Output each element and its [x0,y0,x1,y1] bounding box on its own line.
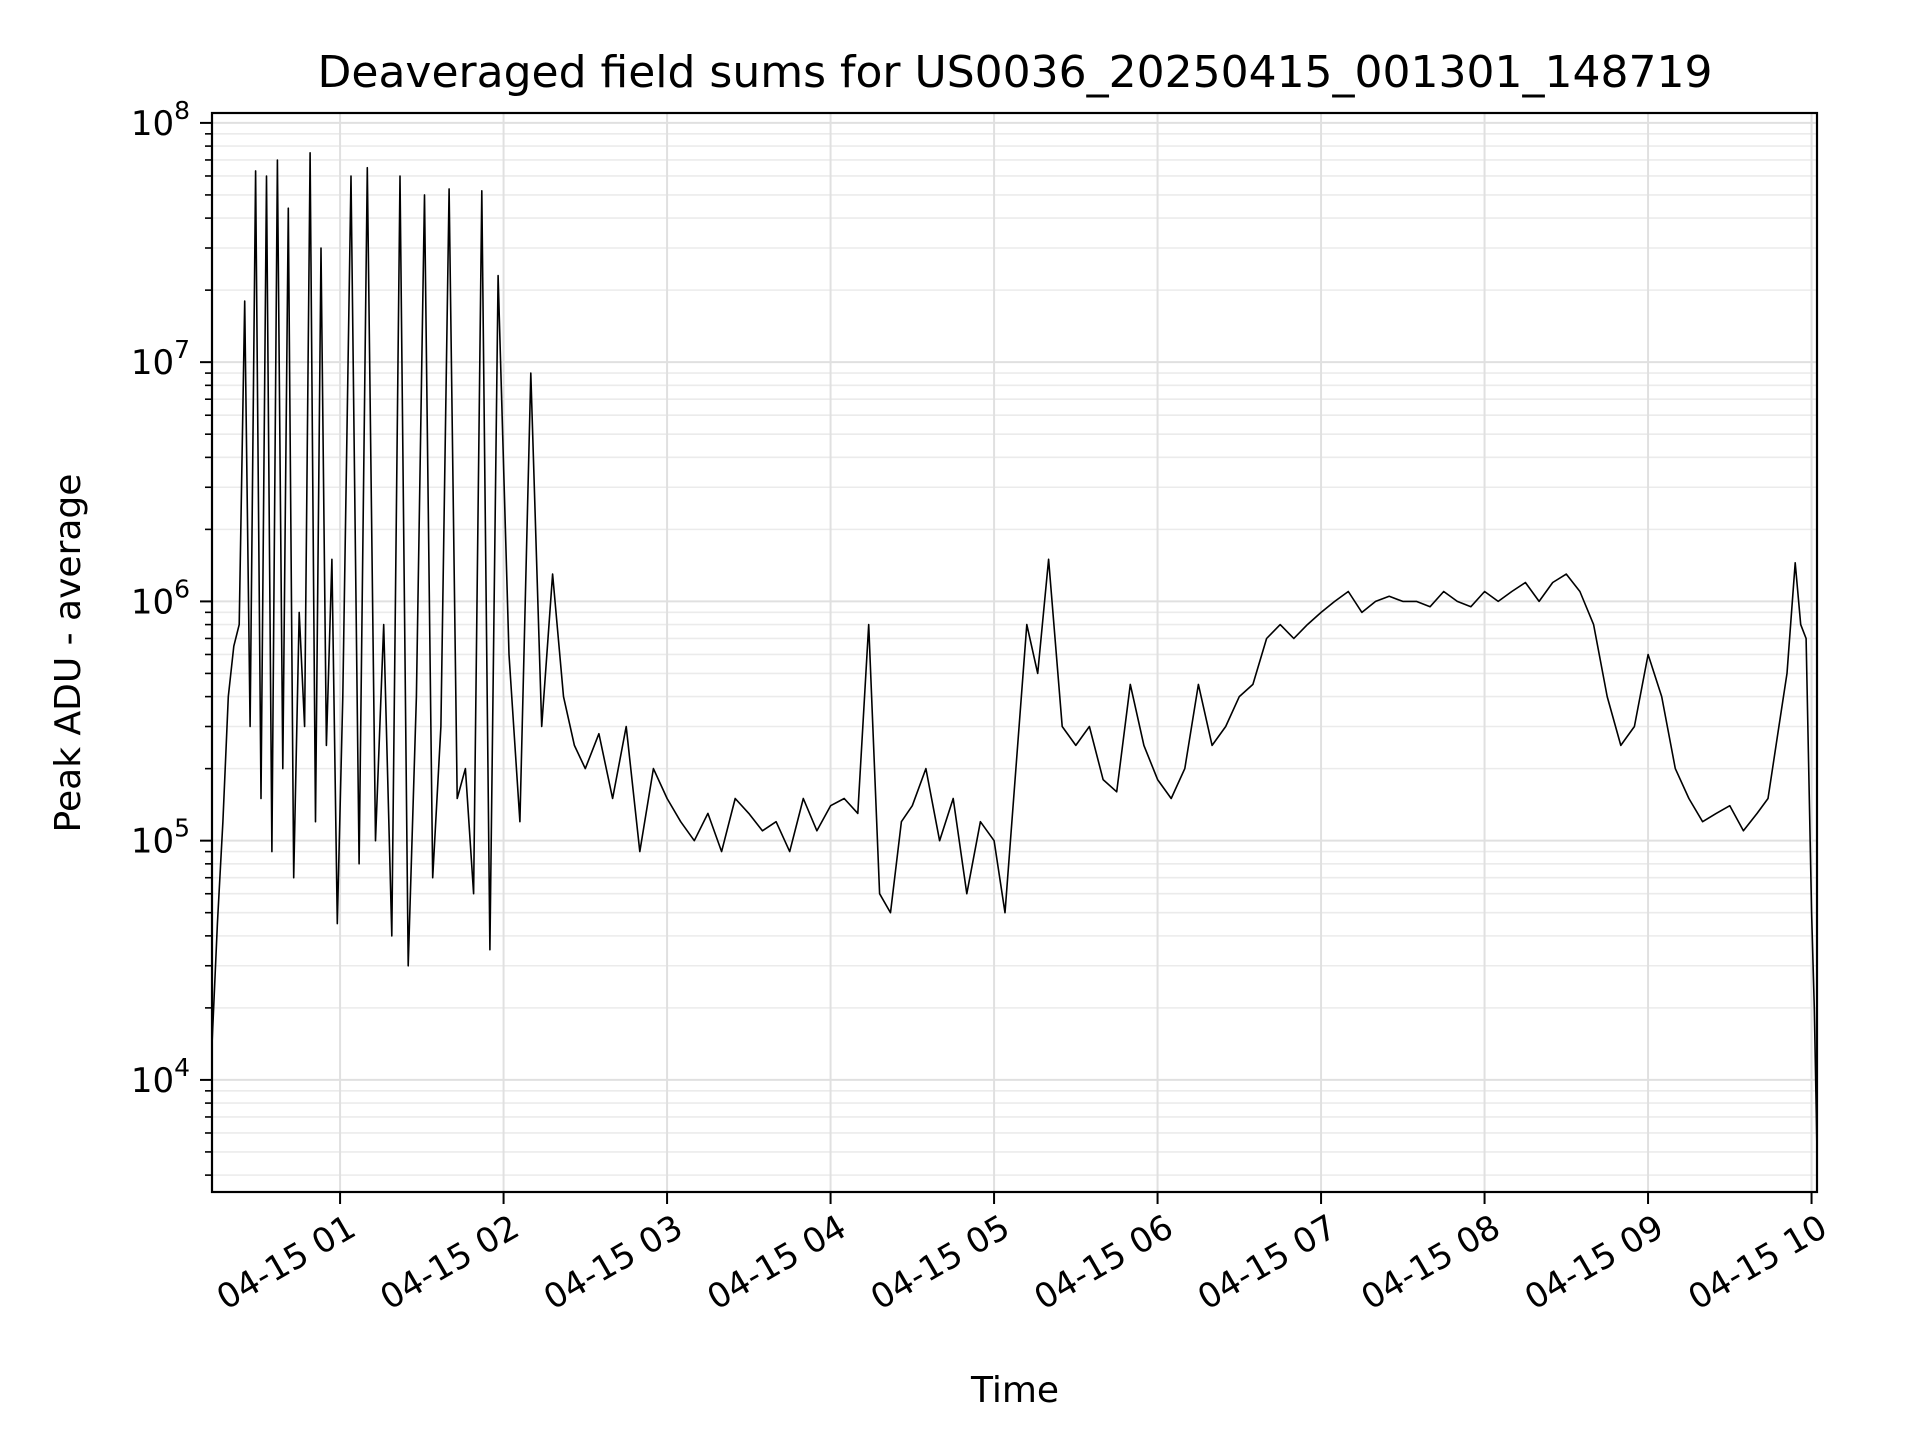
y-axis: 104 105 106 107 108 [131,96,212,1176]
series-layer [211,152,1818,1152]
y-axis-title: Peak ADU - average [48,474,89,833]
chart-title: Deaveraged field sums for US0036_2025041… [318,47,1713,98]
y-tick-label: 104 [131,1053,190,1101]
y-tick-label: 106 [131,574,190,622]
series-line-0 [211,152,1818,1152]
y-tick-label: 107 [131,335,190,383]
plot-frame [210,111,1819,1194]
grid-lines [212,113,1817,1192]
x-axis-title: Time [970,1370,1059,1411]
y-tick-label: 108 [131,96,190,144]
y-tick-label: 105 [131,814,190,862]
